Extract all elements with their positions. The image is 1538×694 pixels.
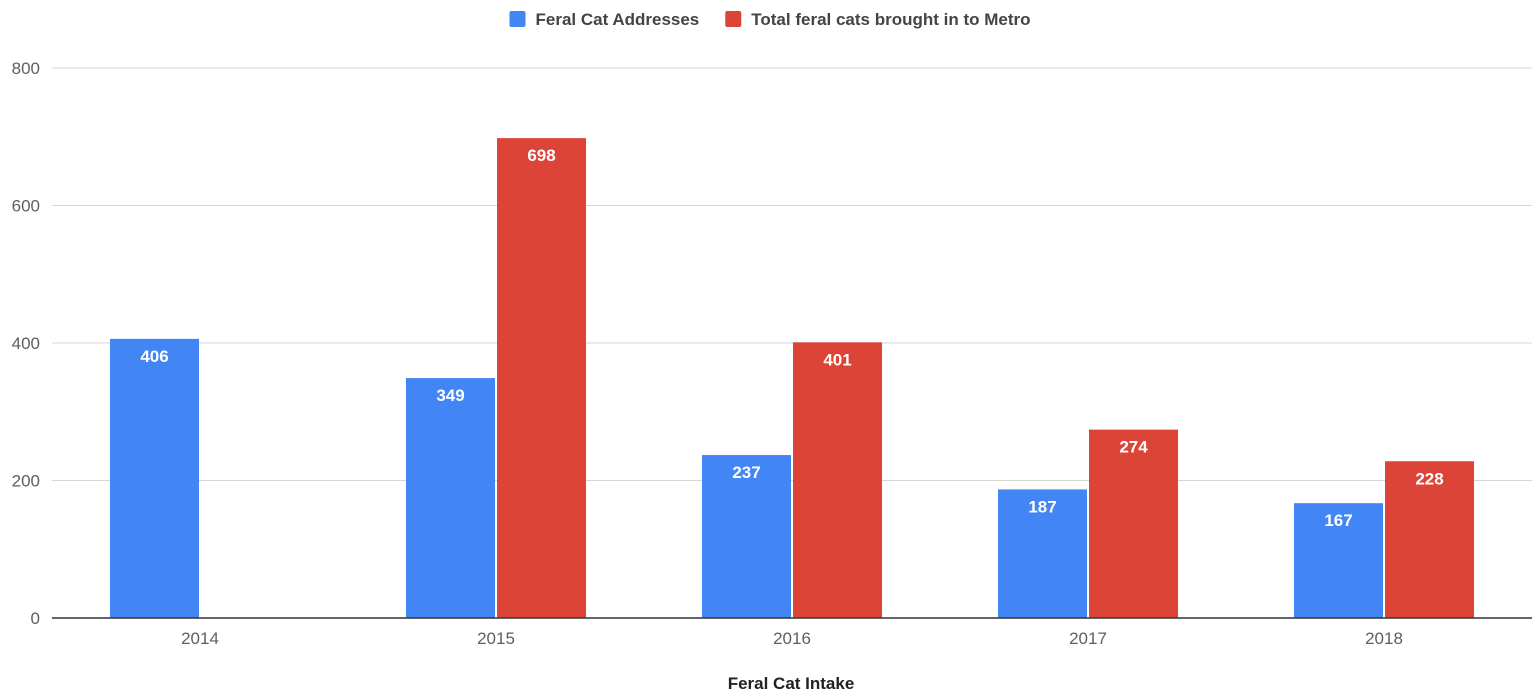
legend: Feral Cat Addresses Total feral cats brou… xyxy=(509,10,1031,29)
y-tick-label: 600 xyxy=(12,197,40,216)
data-label: 401 xyxy=(823,350,851,369)
x-tick-label: 2015 xyxy=(477,629,515,648)
bar-total-cats-2016 xyxy=(793,342,882,618)
data-label: 349 xyxy=(436,386,464,405)
legend-item-addresses: Feral Cat Addresses xyxy=(509,10,699,29)
bar-addresses-2017 xyxy=(998,489,1087,618)
x-tick-label: 2016 xyxy=(773,629,811,648)
data-label: 406 xyxy=(140,347,168,366)
y-tick-label: 200 xyxy=(12,472,40,491)
grid-layer xyxy=(52,67,1532,481)
bar-total-cats-2015 xyxy=(497,138,586,618)
data-label: 698 xyxy=(527,146,555,165)
x-tick-label: 2018 xyxy=(1365,629,1403,648)
bar-addresses-2016 xyxy=(702,455,791,618)
bar-addresses-2015 xyxy=(406,378,495,618)
data-label: 167 xyxy=(1324,511,1352,530)
data-label: 274 xyxy=(1119,438,1148,457)
legend-swatch xyxy=(509,11,526,27)
axis-layer: 0 200 400 600 800 2014 2015 2016 2017 2018 xyxy=(12,59,1532,648)
bar-total-cats-2018 xyxy=(1385,461,1474,618)
y-tick-label: 0 xyxy=(31,609,40,628)
bar-total-cats-2017 xyxy=(1089,429,1178,618)
y-tick-label: 400 xyxy=(12,334,40,353)
legend-label: Feral Cat Addresses xyxy=(535,10,699,29)
y-tick-label: 800 xyxy=(12,59,40,78)
bar-addresses-2014 xyxy=(110,338,199,618)
x-tick-label: 2014 xyxy=(181,629,219,648)
data-label: 187 xyxy=(1028,497,1056,516)
bar-addresses-2018 xyxy=(1294,503,1383,618)
x-tick-label: 2017 xyxy=(1069,629,1107,648)
legend-item-total-cats: Total feral cats brought in to Metro xyxy=(725,10,1031,29)
legend-label: Total feral cats brought in to Metro xyxy=(751,10,1030,29)
legend-swatch xyxy=(725,11,742,27)
data-label: 237 xyxy=(732,463,760,482)
x-axis-title: Feral Cat Intake xyxy=(728,674,855,693)
bar-layer: 406 349 698 237 401 187 274 167 228 xyxy=(110,138,1474,618)
data-label: 228 xyxy=(1415,469,1443,488)
